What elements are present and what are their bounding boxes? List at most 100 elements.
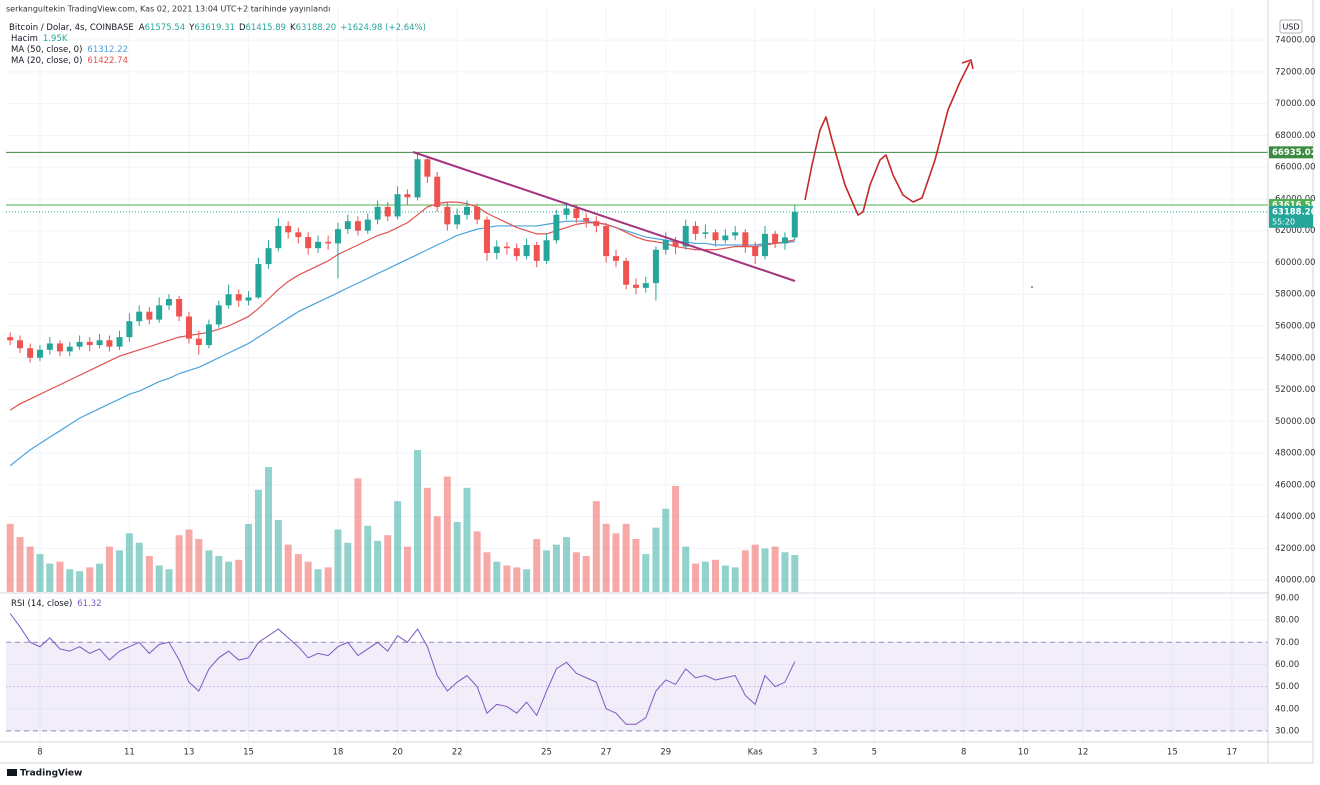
x-tick-label: 17 — [1227, 748, 1238, 758]
x-tick-label: 15 — [243, 748, 254, 758]
rsi-tick-label: 40.00 — [1275, 704, 1299, 714]
hand-drawn-arrow — [804, 59, 974, 216]
ohlc-value: 63188.20 — [296, 23, 337, 33]
x-tick-label: Kas — [748, 748, 764, 758]
candle-body — [672, 240, 679, 247]
candle-body — [295, 232, 302, 238]
volume-bar — [493, 561, 501, 592]
candle-body — [285, 225, 292, 233]
candle-body — [46, 343, 53, 350]
volume-bar — [572, 552, 580, 592]
candle-body — [106, 340, 113, 347]
candle-body — [325, 241, 332, 244]
x-tick-label: 3 — [812, 748, 817, 758]
candle-body — [454, 214, 461, 225]
volume-bar — [642, 554, 650, 592]
volume-bar — [552, 544, 560, 592]
candle-body — [404, 194, 411, 198]
candle-body — [742, 232, 749, 247]
ohlc-key: K — [290, 23, 296, 33]
volume-bar — [225, 561, 233, 592]
candle-body — [334, 229, 341, 244]
ohlc-value: 61415.89 — [245, 23, 286, 33]
volume-bar — [682, 546, 690, 592]
candle-body — [76, 341, 83, 347]
candle-body — [702, 232, 709, 234]
ohlc-value: 61575.54 — [145, 23, 186, 33]
volume-bar — [195, 538, 203, 592]
ohlc-key: A — [139, 23, 145, 33]
candle-body — [573, 208, 580, 219]
volume-bar — [403, 546, 411, 592]
volume-bar — [175, 535, 183, 592]
x-tick-label: 13 — [184, 748, 195, 758]
candles — [7, 152, 798, 363]
price-lines — [6, 151, 1268, 213]
rsi-line — [9, 613, 796, 725]
volume-bar — [731, 567, 739, 592]
x-tick-label: 5 — [872, 748, 877, 758]
candle-body — [156, 305, 163, 320]
volume-bar — [274, 520, 282, 592]
volume-bar — [105, 546, 113, 592]
volume-bar — [334, 529, 342, 592]
candle-body — [414, 159, 421, 198]
volume-bar — [364, 525, 372, 592]
volume-bar — [632, 538, 640, 592]
candle-body — [503, 246, 510, 249]
volume-bar — [692, 563, 700, 592]
candle-body — [86, 341, 93, 346]
y-tick-label: 50000.00 — [1275, 417, 1316, 427]
volume-bar — [284, 544, 292, 592]
candle-body — [712, 232, 719, 241]
axes: 8 11 13 15 18 20 22 25 27 29 Kas 3 5 8 10 12 15 17 40000.0… — [37, 36, 1316, 758]
candle-body — [394, 194, 401, 217]
price-label-box — [1269, 146, 1313, 159]
brand-logo: TradingView — [7, 769, 82, 779]
dot — [1031, 286, 1033, 288]
volume-bar — [215, 556, 223, 592]
candle-body — [36, 349, 43, 358]
candle-body — [116, 337, 123, 347]
last-price-label: 63188.20 — [1272, 207, 1317, 217]
volume-bar — [354, 478, 362, 592]
volume-bar — [314, 569, 322, 592]
candle-body — [474, 206, 481, 220]
candle-body — [483, 219, 490, 253]
volume-bar — [483, 552, 491, 592]
candle-body — [652, 249, 659, 284]
candle-body — [314, 241, 321, 249]
volume-bar — [453, 521, 461, 592]
candle-body — [553, 214, 560, 241]
candle-body — [612, 256, 619, 261]
volume-bar — [254, 489, 262, 592]
volume-bar — [16, 537, 24, 592]
candle-body — [364, 219, 371, 231]
y-tick-label: 44000.00 — [1275, 512, 1316, 522]
x-tick-label: 29 — [660, 748, 671, 758]
symbol-title: Bitcoin / Dolar, 4s, COINBASE — [9, 23, 134, 33]
legend-value: 61422.74 — [87, 56, 128, 66]
candle-body — [523, 245, 530, 257]
volume-bar — [463, 487, 471, 592]
volume-bar — [672, 485, 680, 592]
candle-body — [682, 225, 689, 247]
last-price-box — [1269, 205, 1313, 228]
candle-body — [235, 294, 242, 301]
rsi-tick-label: 90.00 — [1275, 593, 1299, 603]
candle-body — [255, 264, 262, 298]
legend-value: 61.32 — [77, 599, 101, 609]
brand: TradingView — [20, 769, 82, 779]
x-tick-label: 20 — [392, 748, 403, 758]
volume-bar — [26, 546, 34, 592]
candle-body — [583, 218, 590, 222]
candle-body — [185, 316, 192, 339]
rsi-tick-label: 50.00 — [1275, 682, 1299, 692]
legend-ma50: MA (50, close, 0) 61312.22 — [11, 45, 128, 55]
x-tick-label: 8 — [961, 748, 966, 758]
volume-bar — [245, 523, 253, 592]
volume-bar — [86, 567, 94, 592]
candle-body — [245, 297, 252, 301]
candle-body — [215, 305, 222, 325]
